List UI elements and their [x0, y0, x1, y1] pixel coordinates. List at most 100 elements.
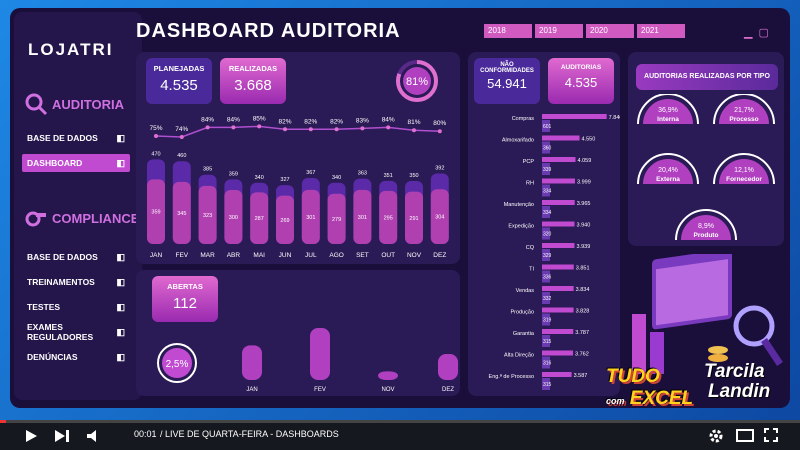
area-bar: [542, 307, 574, 313]
compliance-title: COMPLIANCE: [52, 210, 140, 226]
area-bar: [542, 157, 576, 162]
compliance-item-label: BASE DE DADOS: [27, 252, 98, 262]
brand-name1: Tarcila: [704, 361, 765, 382]
bar-done: [379, 190, 398, 244]
year-2018[interactable]: 2018: [484, 24, 532, 38]
month-label: DEZ: [433, 252, 446, 259]
area-bar: [542, 264, 574, 270]
area-subbar: [542, 227, 550, 240]
area-label: Eng.ª de Processo: [489, 373, 534, 380]
maximize-icon[interactable]: ▢: [758, 27, 769, 39]
area-sub-label: 316: [543, 361, 552, 367]
auditoria-item-0[interactable]: BASE DE DADOS ◧: [22, 129, 130, 147]
auditoria-item-label: BASE DE DADOS: [27, 133, 98, 143]
auditoria-item-1[interactable]: DASHBOARD ◧: [22, 154, 130, 172]
compliance-item-3[interactable]: EXAMES REGULADORES ◧: [22, 322, 130, 342]
bar-done-label: 287: [255, 216, 264, 222]
auditorias-label: AUDITORIAS: [560, 64, 602, 71]
compliance-item-0[interactable]: BASE DE DADOS ◧: [22, 248, 130, 266]
brand-name2: Landin: [708, 381, 771, 402]
area-subbar: [542, 120, 550, 132]
brand-tudo: TUDO: [606, 366, 660, 387]
year-filter: 2018 2019 2020 2021: [484, 24, 685, 38]
line-point: [308, 127, 313, 132]
area-chart: Compras 601 7.840 Almoxarifado 360 4.550 PCP 33…: [489, 114, 620, 390]
abertas-bar: [438, 354, 458, 380]
bar-done-label: 301: [358, 215, 367, 221]
abertas-month: NOV: [381, 387, 394, 393]
compliance-item-label: DENÚNCIAS: [27, 352, 78, 362]
realizadas-value: 3.668: [234, 77, 272, 94]
area-bar: [542, 286, 574, 291]
tipo-label: Externa: [656, 176, 680, 183]
area-value: 3.999: [577, 180, 591, 186]
area-value: 3.787: [575, 330, 589, 336]
abertas-month: JAN: [246, 387, 257, 393]
compliance-item-1[interactable]: TREINAMENTOS ◧: [22, 273, 130, 291]
compliance-section[interactable]: COMPLIANCE: [24, 208, 139, 228]
month-label: JUN: [279, 252, 292, 259]
bar-done-label: 301: [306, 215, 315, 221]
line-label: 75%: [149, 125, 162, 132]
area-label: Alta Direção: [504, 353, 534, 359]
dashboard: LOJATRI AUDITORIA BASE DE DADOS ◧ DASHBOAR…: [10, 8, 790, 408]
tipo-pct: 20,4%: [658, 167, 678, 174]
tipo-label: Fornecedor: [726, 176, 762, 183]
month-label: JUL: [305, 252, 317, 259]
theater-mode-icon[interactable]: [736, 429, 754, 442]
play-icon[interactable]: [24, 429, 38, 443]
settings-gear-icon[interactable]: [708, 428, 724, 444]
year-2020[interactable]: 2020: [586, 24, 634, 38]
brand-com: com: [606, 396, 625, 406]
area-value: 3.940: [577, 223, 591, 229]
monthly-chart: 75% 470 359 JAN 74% 460 345 FEV 84% 385 323 MAR 84% 3…: [147, 115, 449, 259]
line-label: 81%: [407, 119, 420, 126]
area-sub-label: 360: [543, 146, 552, 152]
sidebar: LOJATRI AUDITORIA BASE DE DADOS ◧ DASHBOAR…: [14, 12, 142, 400]
month-label: MAI: [253, 252, 265, 259]
line-label: 82%: [330, 118, 343, 125]
compliance-item-2[interactable]: TESTES ◧: [22, 298, 130, 316]
area-subbar: [542, 313, 550, 326]
minimize-icon[interactable]: ▁: [744, 27, 753, 39]
tipo-pct: 12,1%: [734, 167, 754, 174]
area-bar: [542, 114, 607, 119]
month-label: OUT: [381, 252, 395, 259]
abertas-bar: [378, 371, 398, 380]
next-icon[interactable]: [54, 429, 70, 443]
auditoria-section[interactable]: AUDITORIA: [24, 92, 124, 116]
progress-track[interactable]: [0, 420, 800, 423]
area-bar: [542, 178, 575, 184]
area-value: 3.828: [576, 309, 590, 315]
fullscreen-icon[interactable]: [764, 428, 778, 442]
bar-planned-label: 470: [151, 151, 160, 157]
auditoria-item-label: DASHBOARD: [27, 158, 83, 168]
database-icon: ◧: [116, 251, 125, 262]
area-subbar: [542, 292, 550, 304]
bar-done-label: 323: [203, 213, 212, 219]
bar-planned-label: 359: [229, 171, 238, 177]
auditorias-value: 4.535: [564, 75, 598, 90]
line-label: 84%: [201, 116, 214, 123]
bar-done: [147, 179, 165, 244]
tipos-title: AUDITORIAS REALIZADAS POR TIPO: [636, 64, 778, 90]
realizadas-label: REALIZADAS: [228, 64, 278, 73]
volume-icon[interactable]: [86, 429, 102, 443]
line-chart-icon: ◧: [116, 326, 125, 337]
area-sub-label: 601: [543, 124, 552, 130]
area-subbar: [542, 249, 550, 261]
abertas-pct: 2,5%: [166, 359, 189, 370]
bar-chart-icon: ◧: [116, 301, 125, 312]
nc-value: 54.941: [487, 76, 527, 91]
area-sub-label: 332: [543, 296, 552, 302]
month-label: JAN: [150, 252, 163, 259]
year-2019[interactable]: 2019: [535, 24, 583, 38]
brand-tarcila-landin: Tarcila Landin: [704, 362, 770, 402]
bar-done: [276, 195, 294, 244]
compliance-item-4[interactable]: DENÚNCIAS ◧: [22, 348, 130, 366]
brand-excel: EXCEL: [629, 388, 694, 409]
year-2021[interactable]: 2021: [637, 24, 685, 38]
month-label: AGO: [329, 252, 343, 259]
bar-done-label: 300: [229, 215, 238, 221]
bar-planned-label: 392: [435, 165, 444, 171]
